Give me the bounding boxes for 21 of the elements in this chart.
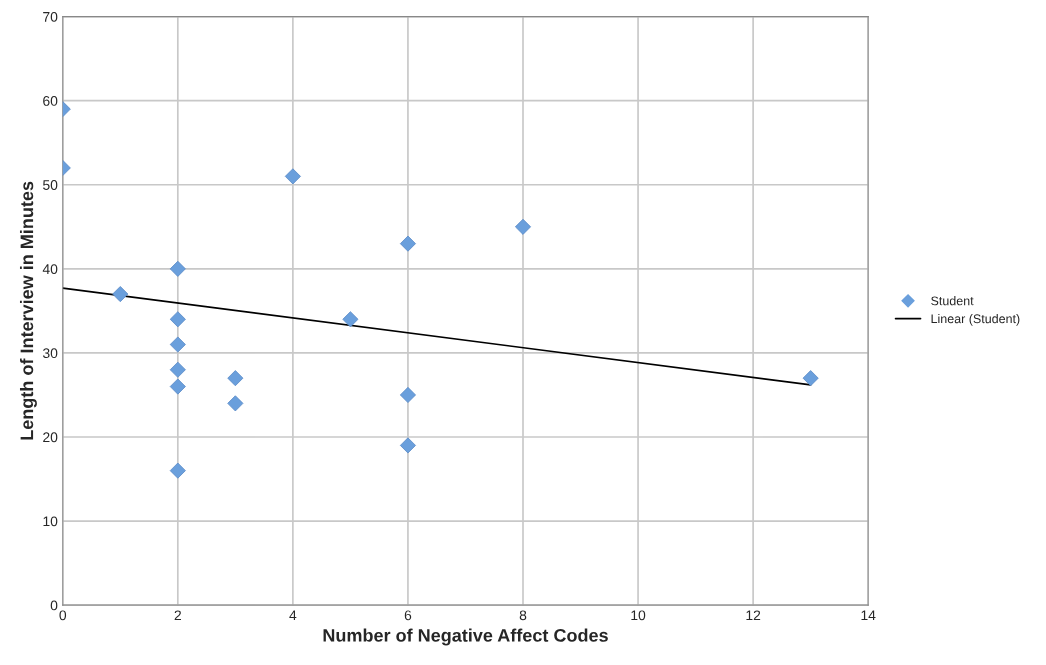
x-tick-label: 2	[174, 610, 181, 621]
legend-label: Student	[931, 296, 974, 306]
y-tick-label: 10	[43, 516, 58, 527]
x-tick-label: 10	[631, 610, 646, 621]
y-tick-label: 60	[43, 96, 58, 106]
x-tick-label: 14	[861, 610, 876, 621]
x-tick-label: 8	[519, 610, 527, 621]
y-tick-label: 30	[42, 348, 58, 359]
x-axis-title: Number of Negative Affect Codes	[323, 628, 608, 646]
y-tick-label: 20	[43, 432, 58, 443]
legend-label: Linear (Student)	[931, 314, 1020, 326]
x-tick-label: 0	[59, 610, 67, 621]
y-tick-label: 0	[50, 600, 58, 611]
y-tick-label: 40	[42, 264, 58, 275]
point	[284, 168, 301, 185]
y-tick-label: 70	[43, 11, 58, 22]
x-tick-label: 4	[289, 610, 297, 621]
x-tick-label: 12	[746, 610, 761, 621]
y-tick-label: 50	[43, 180, 58, 190]
y-axis-title: Length of Interview in Minutes	[19, 181, 37, 440]
x-tick-label: 6	[404, 610, 412, 621]
